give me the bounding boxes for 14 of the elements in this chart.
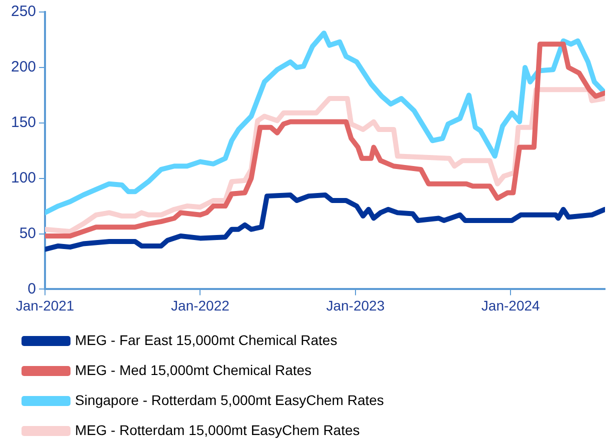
y-tick-label: 250 xyxy=(10,3,36,20)
y-tick-label: 100 xyxy=(10,169,36,186)
x-tick-label: Jan-2021 xyxy=(16,297,74,314)
legend-label: MEG - Med 15,000mt Chemical Rates xyxy=(75,362,312,378)
x-tick-label: Jan-2023 xyxy=(326,297,385,314)
legend-label: MEG - Far East 15,000mt Chemical Rates xyxy=(75,332,338,348)
y-tick-label: 50 xyxy=(19,224,36,242)
x-tick-label: Jan-2022 xyxy=(171,297,230,314)
x-tick-label: Jan-2024 xyxy=(481,297,540,314)
legend-label: Singapore - Rotterdam 5,000mt EasyChem Rates xyxy=(75,392,384,408)
y-tick-label: 200 xyxy=(10,58,36,76)
y-tick-label: 0 xyxy=(28,280,36,298)
y-tick-label: 150 xyxy=(10,114,36,132)
legend-label: MEG - Rotterdam 15,000mt EasyChem Rates xyxy=(75,422,360,438)
